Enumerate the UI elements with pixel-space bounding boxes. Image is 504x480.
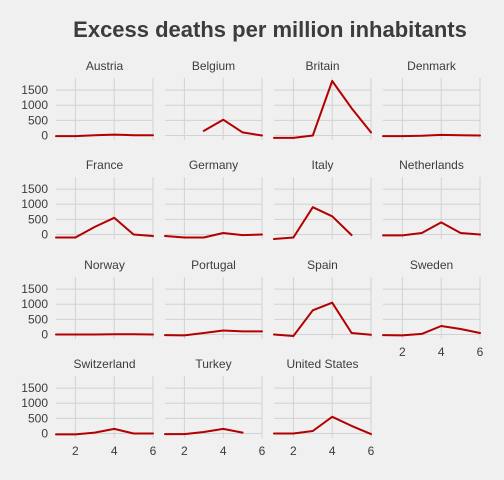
- panel-title-spain: Spain: [307, 258, 338, 272]
- panel-title-italy: Italy: [311, 158, 333, 172]
- series-line-portugal: [164, 329, 263, 337]
- x-tick-label: 6: [368, 444, 375, 458]
- series-line-spain: [273, 301, 372, 337]
- panel-germany: Germany: [164, 158, 263, 239]
- series-line-britain: [273, 80, 372, 139]
- series-line-italy: [273, 206, 353, 240]
- panel-denmark: Denmark: [382, 59, 481, 140]
- y-tick-label: 0: [41, 426, 48, 440]
- panel-britain: Britain: [273, 59, 372, 140]
- y-tick-label: 1000: [21, 197, 48, 211]
- y-tick-label: 500: [28, 113, 48, 127]
- panel-title-portugal: Portugal: [191, 258, 236, 272]
- panel-title-denmark: Denmark: [407, 59, 457, 73]
- y-tick-label: 0: [41, 327, 48, 341]
- series-line-switzerland: [55, 427, 154, 436]
- panel-title-belgium: Belgium: [192, 59, 235, 73]
- series-line-netherlands: [382, 221, 481, 237]
- y-tick-label: 1500: [21, 381, 48, 395]
- y-tick-label: 1500: [21, 282, 48, 296]
- y-tick-label: 1000: [21, 396, 48, 410]
- y-tick-label: 1000: [21, 98, 48, 112]
- panel-title-france: France: [86, 158, 124, 172]
- x-tick-label: 4: [220, 444, 227, 458]
- series-line-denmark: [382, 133, 481, 138]
- x-tick-label: 2: [181, 444, 188, 458]
- panel-title-switzerland: Switzerland: [73, 357, 135, 371]
- y-tick-label: 0: [41, 128, 48, 142]
- panel-title-austria: Austria: [86, 59, 124, 73]
- y-tick-label: 500: [28, 212, 48, 226]
- panel-italy: Italy: [273, 158, 372, 240]
- panel-turkey: Turkey 2 4 6: [164, 357, 266, 458]
- y-tick-label: 500: [28, 312, 48, 326]
- series-line-belgium: [202, 118, 263, 137]
- panel-belgium: Belgium: [165, 59, 263, 140]
- x-tick-label: 2: [290, 444, 297, 458]
- y-tick-label: 1500: [21, 182, 48, 196]
- panel-title-britain: Britain: [305, 59, 339, 73]
- panel-title-netherlands: Netherlands: [399, 158, 464, 172]
- series-line-austria: [55, 133, 154, 138]
- series-line-turkey: [164, 427, 244, 436]
- panel-title-turkey: Turkey: [195, 357, 231, 371]
- series-line-united-states: [273, 415, 372, 436]
- x-tick-label: 4: [111, 444, 118, 458]
- series-line-france: [55, 216, 154, 239]
- y-tick-label: 500: [28, 411, 48, 425]
- panel-united-states: United States 2 4 6: [273, 357, 375, 458]
- x-tick-label: 6: [150, 444, 157, 458]
- panel-spain: Spain: [273, 258, 372, 339]
- panel-title-united-states: United States: [286, 357, 358, 371]
- panel-netherlands: Netherlands: [382, 158, 481, 239]
- panel-portugal: Portugal: [164, 258, 263, 339]
- x-tick-label: 4: [438, 345, 445, 359]
- panel-sweden: Sweden 2 4 6: [382, 258, 484, 359]
- x-tick-label: 2: [399, 345, 406, 359]
- x-tick-label: 2: [72, 444, 79, 458]
- panel-title-germany: Germany: [189, 158, 238, 172]
- y-tick-label: 1000: [21, 297, 48, 311]
- series-line-germany: [164, 232, 263, 239]
- panel-title-sweden: Sweden: [410, 258, 453, 272]
- x-tick-label: 4: [329, 444, 336, 458]
- y-tick-label: 0: [41, 227, 48, 241]
- x-tick-label: 6: [259, 444, 266, 458]
- x-tick-label: 6: [477, 345, 484, 359]
- y-tick-label: 1500: [21, 83, 48, 97]
- panel-title-norway: Norway: [84, 258, 125, 272]
- chart-title: Excess deaths per million inhabitants: [73, 17, 467, 42]
- series-line-sweden: [382, 325, 481, 337]
